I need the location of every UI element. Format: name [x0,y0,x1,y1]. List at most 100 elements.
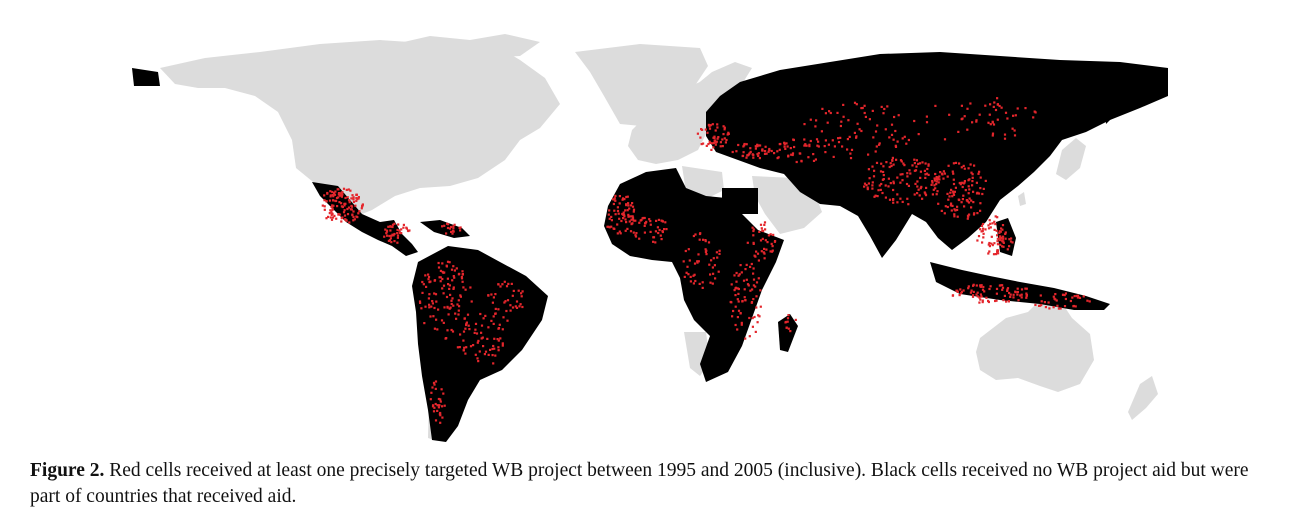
project-cell [995,253,998,256]
project-cell [692,282,695,285]
project-cell [754,285,757,288]
project-cell [451,232,454,235]
project-cell [428,306,431,309]
project-cell [942,170,945,173]
project-cell [405,226,408,229]
project-cell [624,209,627,212]
project-cell [792,138,795,142]
project-cell [474,322,478,325]
project-cell [486,337,489,340]
project-cell [899,173,902,176]
project-cell [988,219,991,222]
project-cell [323,208,326,211]
project-cell [883,107,886,111]
project-cell [427,273,430,276]
project-cell [933,177,936,180]
project-cell [441,270,444,273]
project-cell [402,226,405,229]
project-cell [385,232,388,235]
project-cell [1001,288,1004,291]
project-cell [913,169,916,172]
project-cell [1048,307,1051,310]
project-cell [888,165,891,169]
project-cell [638,237,641,240]
project-cell [891,159,894,162]
project-cell [351,194,354,197]
project-cell [450,225,453,229]
project-cell [967,185,970,188]
project-cell [978,170,981,173]
project-cell [890,164,893,168]
project-cell [1013,134,1017,137]
project-cell [701,281,704,284]
project-cell [901,137,904,140]
project-cell [978,301,981,304]
project-cell [439,269,442,272]
project-cell [903,164,906,167]
project-cell [1054,293,1057,296]
project-cell [433,306,436,310]
project-cell [833,145,836,148]
project-cell [763,221,767,224]
project-cell [863,111,866,115]
project-cell [456,346,459,349]
project-cell [776,157,779,160]
project-cell [480,331,483,334]
project-cell [975,119,978,122]
project-cell [757,152,760,155]
project-cell [999,238,1002,241]
project-cell [496,338,499,341]
project-cell [645,220,648,223]
project-cell [445,232,448,235]
project-cell [501,342,504,345]
project-cell [743,296,746,299]
project-cell [752,298,755,301]
project-cell [735,150,738,153]
project-cell [872,136,875,139]
project-cell [966,107,969,110]
project-cell [873,169,876,172]
project-cell [643,216,646,220]
project-cell [989,226,992,229]
project-cell [331,190,334,194]
project-cell [608,209,611,212]
project-cell [925,186,928,189]
project-cell [979,284,982,287]
project-cell [452,275,455,278]
project-cell [815,138,819,141]
project-cell [789,147,792,150]
project-cell [1019,294,1022,297]
project-cell [483,353,486,356]
project-cell [853,131,856,134]
project-cell [972,190,975,193]
project-cell [705,144,708,147]
project-cell [626,195,629,198]
project-cell [344,218,347,221]
project-cell [335,199,338,202]
project-cell [438,404,441,407]
project-cell [966,217,969,220]
project-cell [433,406,436,409]
project-cell [462,349,465,352]
project-cell [464,327,467,330]
project-cell [1000,237,1003,240]
project-cell [435,318,438,321]
project-cell [906,172,909,175]
project-cell [1052,306,1055,309]
project-cell [661,220,664,223]
project-cell [446,277,449,280]
arctic-islands [395,34,540,60]
project-cell [515,306,519,309]
project-cell [967,201,971,204]
project-cell [746,283,750,286]
project-cell [875,161,879,164]
project-cell [740,271,743,274]
project-cell [759,223,763,226]
project-cell [931,193,934,196]
project-cell [748,316,751,320]
project-cell [1012,293,1015,296]
project-cell [737,143,740,147]
project-cell [389,237,392,240]
project-cell [457,299,460,302]
project-cell [761,237,764,240]
